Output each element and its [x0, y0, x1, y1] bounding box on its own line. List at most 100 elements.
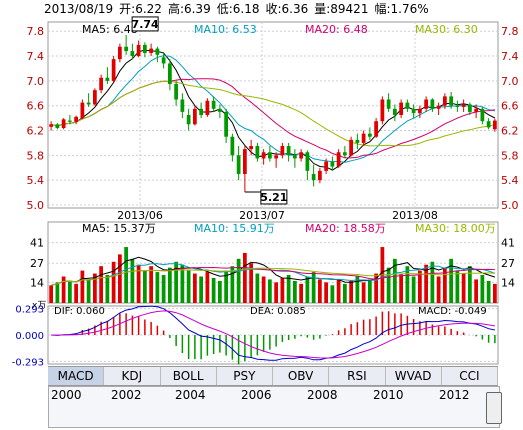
- volume-bar: [355, 276, 360, 303]
- volume-tick-right: 14: [501, 276, 515, 289]
- candle-body: [324, 161, 328, 171]
- candle-body: [80, 102, 85, 119]
- volume-bar: [318, 279, 322, 303]
- volume-bar: [55, 282, 60, 303]
- volume-bar: [168, 267, 172, 303]
- candle-body: [386, 99, 391, 109]
- candle-body: [143, 44, 147, 53]
- volume-bar: [249, 263, 253, 303]
- candle-body: [468, 104, 472, 112]
- volume-bar: [493, 283, 497, 303]
- tab-cci[interactable]: CCI: [442, 367, 498, 385]
- candle-body: [480, 108, 485, 122]
- tab-kdj[interactable]: KDJ: [104, 367, 161, 385]
- low-annotation-box: [260, 189, 288, 205]
- dea-line: [51, 310, 495, 359]
- volume-bar: [449, 258, 453, 303]
- ma-legend: MA30: 6.30: [415, 23, 478, 36]
- volume-bar: [280, 277, 285, 303]
- quote-high: 高:6.39: [167, 2, 211, 16]
- tab-wvad[interactable]: WVAD: [386, 367, 442, 385]
- volume-bar: [293, 280, 297, 303]
- price-tick-left: 7.0: [27, 75, 45, 88]
- volume-bar: [68, 280, 72, 303]
- volume-bar: [393, 258, 397, 303]
- candle-body: [136, 44, 141, 57]
- volume-tick-left: 27: [30, 257, 44, 270]
- volume-bar: [174, 261, 178, 303]
- timeline-year: 2004: [175, 388, 206, 402]
- volume-bar: [361, 282, 366, 303]
- price-tick-left: 7.4: [27, 50, 45, 63]
- volume-bar: [205, 272, 210, 303]
- date-tick: 2013/07: [239, 209, 285, 222]
- candle-body: [205, 100, 210, 115]
- volume-ma-legend: MA10: 15.91万: [194, 222, 275, 235]
- candle-body: [199, 108, 203, 115]
- timeline-year: 2008: [307, 388, 338, 402]
- volume-ma-line: [50, 267, 495, 286]
- timeline-year: 2002: [111, 388, 142, 402]
- candle-body: [343, 152, 347, 156]
- tab-rsi[interactable]: RSI: [329, 367, 386, 385]
- timeline-year: 2000: [51, 388, 82, 402]
- ma-legend: MA20: 6.48: [305, 23, 368, 36]
- candle-body: [424, 99, 428, 109]
- candle-body: [361, 133, 366, 143]
- volume-bar: [99, 266, 103, 303]
- candle-body: [249, 146, 253, 150]
- candle-body: [243, 149, 247, 174]
- volume-bar: [218, 280, 222, 303]
- volume-bar: [61, 276, 66, 303]
- candle-body: [230, 136, 235, 156]
- volume-bar: [111, 261, 116, 303]
- candle-body: [105, 77, 110, 81]
- timeline-drag-handle[interactable]: [486, 392, 502, 424]
- tab-psy[interactable]: PSY: [217, 367, 273, 385]
- volume-bar: [186, 270, 191, 303]
- volume-bar: [268, 279, 272, 303]
- tab-boll[interactable]: BOLL: [161, 367, 217, 385]
- candle-body: [293, 155, 297, 159]
- timeline-navigator[interactable]: 2000 2002 2004 2006 2008 2010 2012: [48, 386, 500, 428]
- volume-bar: [255, 273, 260, 303]
- macd-tick: 0.293: [15, 305, 44, 316]
- candle-body: [218, 108, 222, 112]
- tab-obv[interactable]: OBV: [273, 367, 330, 385]
- volume-bar: [330, 285, 335, 303]
- tab-macd[interactable]: MACD: [48, 367, 105, 385]
- candle-body: [236, 155, 241, 174]
- volume-bar: [436, 276, 441, 303]
- candle-body: [180, 99, 185, 112]
- price-tick-left: 7.8: [27, 25, 45, 38]
- high-annotation-box: [131, 16, 159, 32]
- volume-bar: [405, 266, 410, 303]
- candle-body: [430, 99, 435, 109]
- candle-body: [299, 152, 303, 159]
- price-tick-left: 5.0: [27, 199, 45, 212]
- candle-body: [193, 108, 197, 125]
- price-tick-right: 5.0: [501, 199, 519, 212]
- dif-line: [51, 305, 496, 361]
- candle-body: [455, 105, 460, 107]
- candle-body: [118, 46, 122, 60]
- volume-bar: [274, 282, 278, 303]
- candle-body: [99, 77, 103, 91]
- candle-body: [368, 133, 372, 137]
- volume-bar: [136, 264, 141, 303]
- volume-bar: [193, 273, 197, 303]
- volume-tick-left: 14: [30, 276, 44, 289]
- volume-bar: [349, 280, 353, 303]
- volume-bar: [368, 279, 372, 303]
- price-tick-right: 5.4: [501, 174, 519, 187]
- macd-tick: -0.293: [12, 357, 44, 368]
- quote-open: 开:6.22: [119, 2, 162, 16]
- candle-body: [274, 155, 278, 159]
- volume-panel: [47, 221, 499, 304]
- volume-bar: [49, 285, 53, 303]
- price-tick-left: 6.6: [27, 100, 45, 113]
- volume-bar: [161, 275, 166, 303]
- volume-bar: [243, 252, 247, 303]
- candle-body: [411, 108, 416, 114]
- candle-body: [286, 146, 291, 156]
